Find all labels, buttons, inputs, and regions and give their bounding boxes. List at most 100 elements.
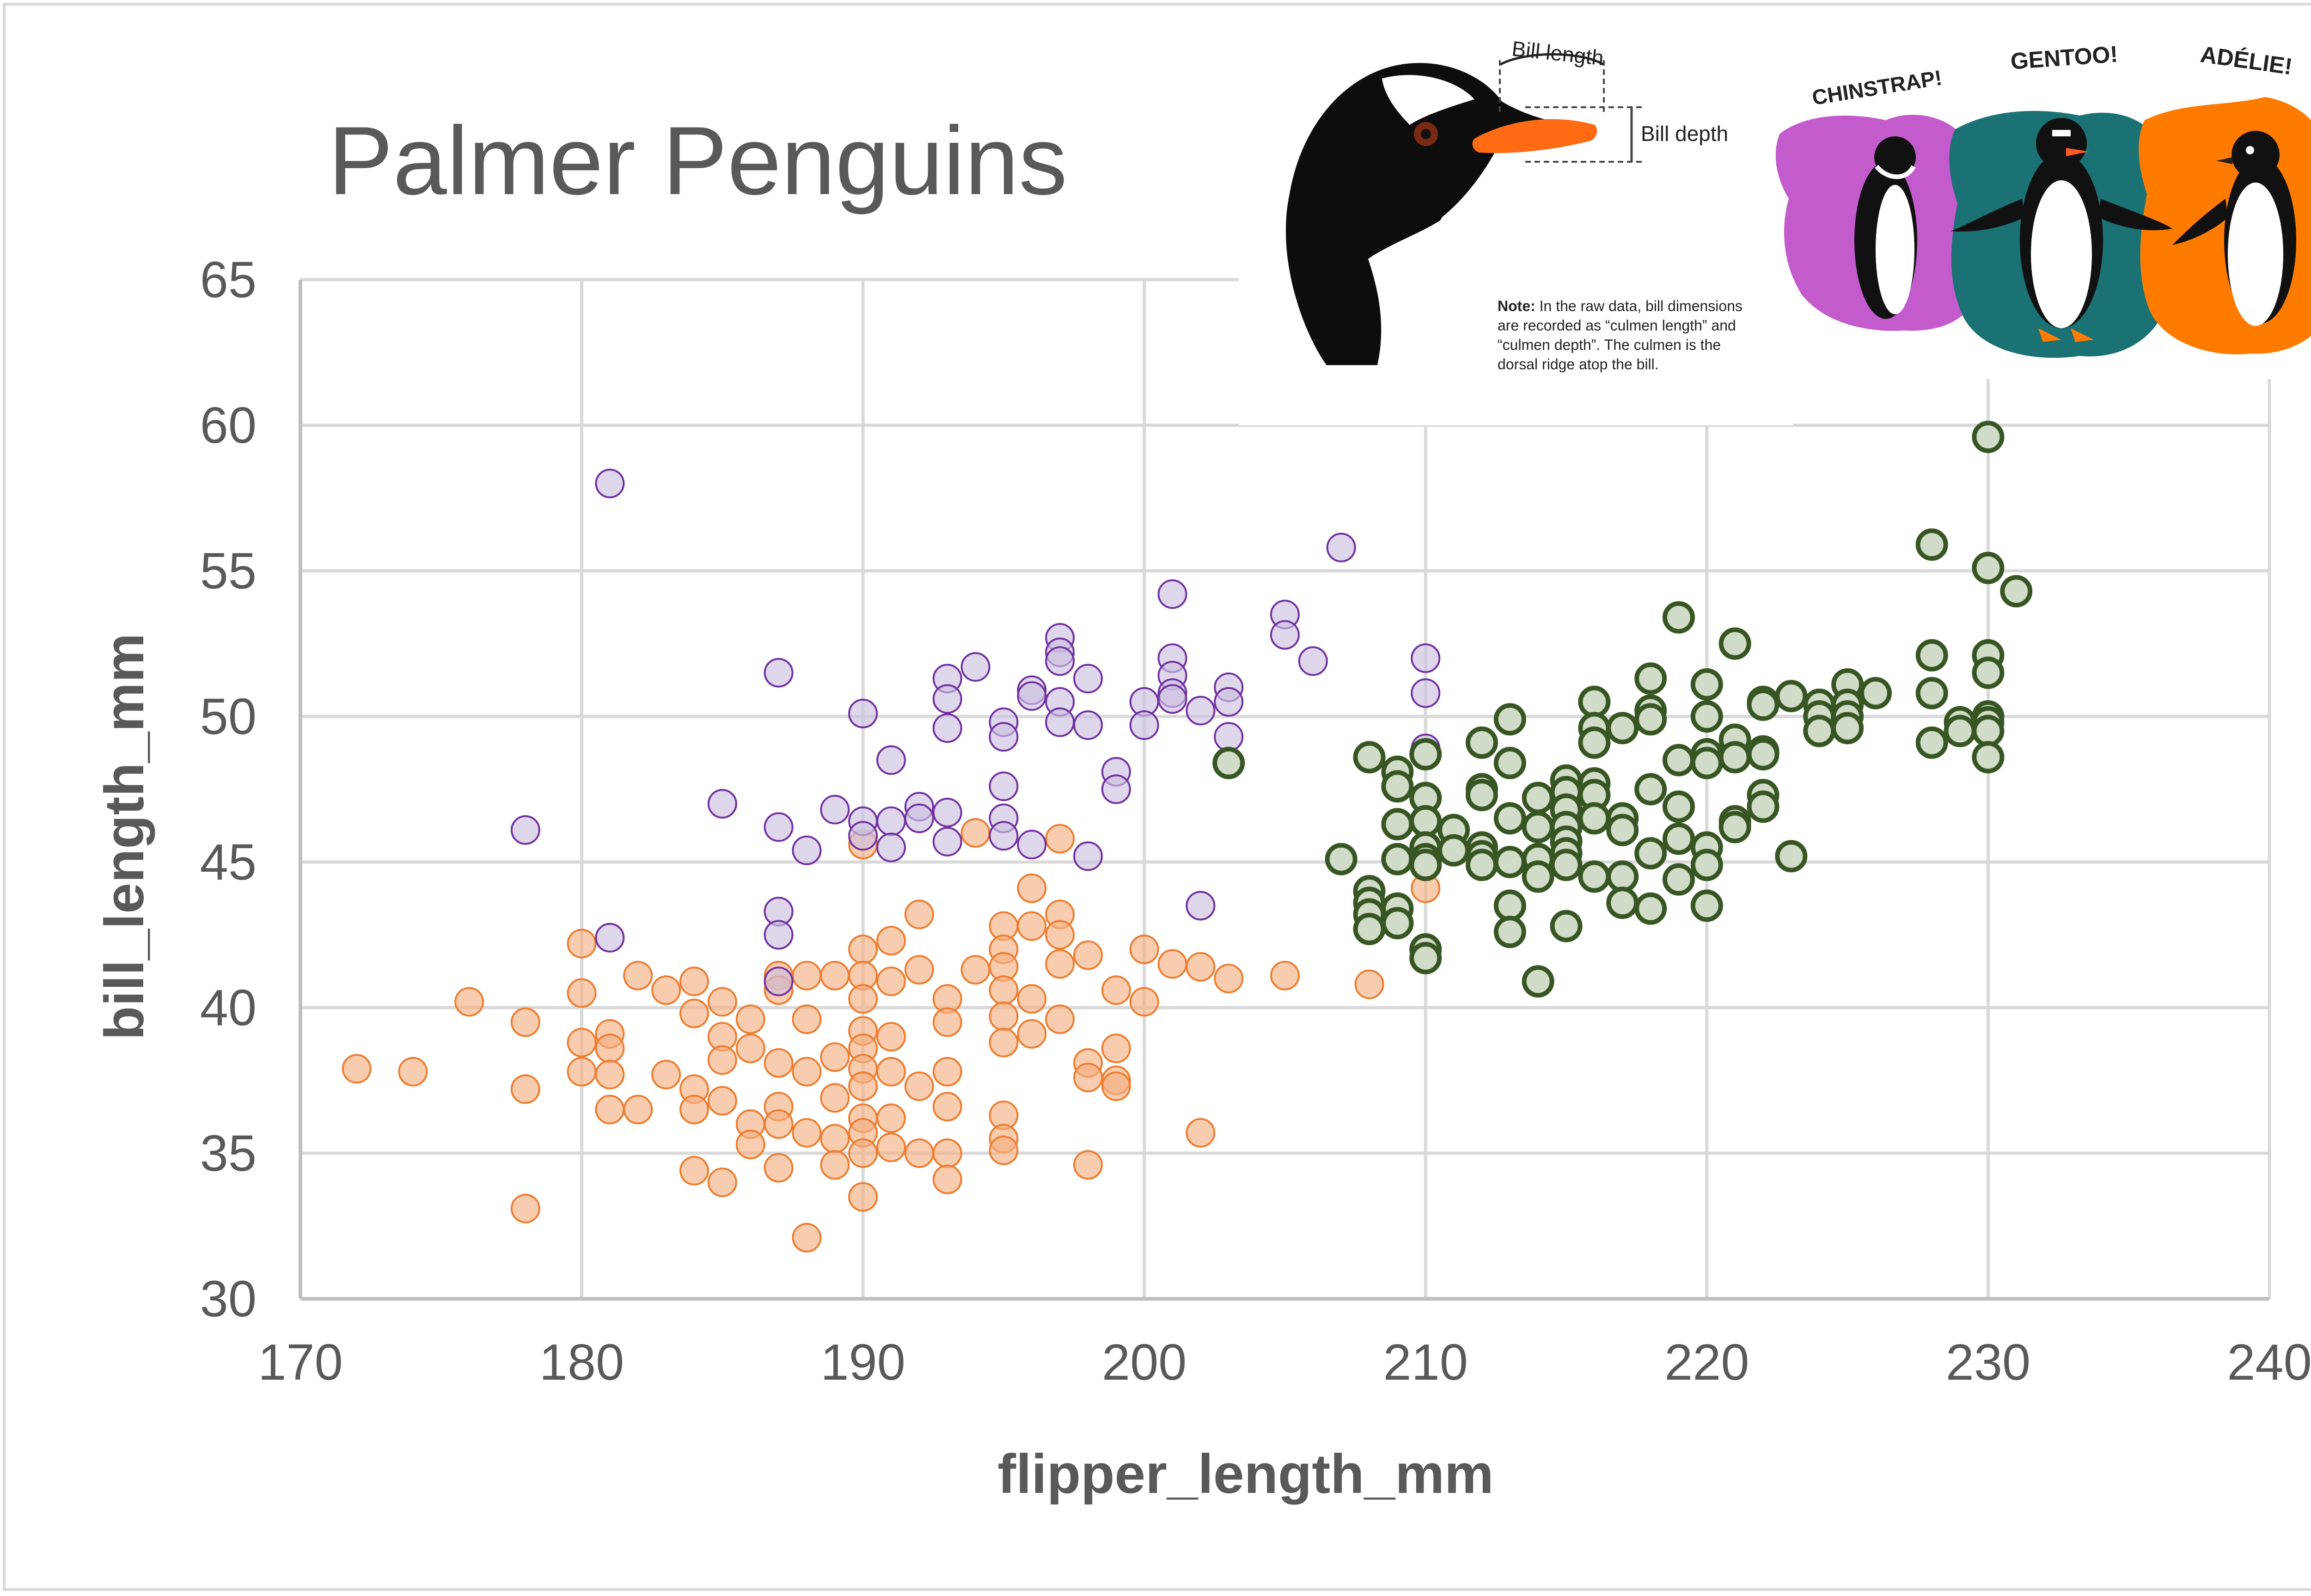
scatter-point bbox=[1214, 722, 1244, 752]
scatter-point bbox=[1017, 873, 1047, 903]
scatter-point bbox=[1214, 687, 1244, 717]
scatter-point bbox=[989, 1135, 1019, 1165]
scatter-point bbox=[1663, 744, 1695, 777]
x-tick-label: 220 bbox=[1664, 1334, 1749, 1391]
scatter-point bbox=[1354, 969, 1384, 999]
scatter-point bbox=[1634, 892, 1667, 925]
y-tick-label: 60 bbox=[200, 397, 257, 454]
scatter-point bbox=[1298, 646, 1328, 676]
adelie-bill bbox=[2216, 157, 2232, 164]
scatter-point bbox=[454, 987, 484, 1017]
chinstrap-belly bbox=[1876, 185, 1914, 314]
scatter-point bbox=[1550, 849, 1583, 881]
scatter-point bbox=[1186, 1118, 1216, 1148]
x-tick-label: 170 bbox=[258, 1334, 343, 1391]
gentoo-feet bbox=[2038, 328, 2094, 342]
scatter-point bbox=[567, 1057, 597, 1087]
scatter-point bbox=[1718, 811, 1751, 844]
scatter-point bbox=[848, 698, 878, 728]
scatter-point bbox=[1353, 741, 1386, 774]
scatter-point bbox=[1270, 620, 1300, 650]
scatter-point bbox=[1915, 528, 1948, 561]
scatter-point bbox=[876, 806, 906, 836]
scatter-point bbox=[904, 1071, 934, 1101]
scatter-point bbox=[932, 1138, 962, 1168]
x-tick-label: 230 bbox=[1946, 1334, 2031, 1391]
scatter-point bbox=[1045, 646, 1075, 676]
scatter-point bbox=[820, 1150, 850, 1180]
scatter-point bbox=[1409, 942, 1442, 974]
x-tick-label: 180 bbox=[539, 1334, 624, 1391]
scatter-point bbox=[820, 795, 850, 825]
scatter-point bbox=[1578, 685, 1611, 718]
scatter-point bbox=[1634, 773, 1667, 806]
gentoo-bill bbox=[2066, 148, 2089, 156]
scatter-point bbox=[1606, 712, 1639, 745]
species-illustration: CHINSTRAP! GENTOO! ADÉLIE! bbox=[1770, 41, 2311, 379]
scatter-point bbox=[1493, 889, 1526, 922]
scatter-point bbox=[1493, 916, 1526, 948]
adelie-eye-ring bbox=[2246, 146, 2254, 154]
scatter-point bbox=[1578, 860, 1611, 893]
scatter-point bbox=[989, 1001, 1019, 1031]
scatter-point bbox=[567, 978, 597, 1008]
scatter-point bbox=[848, 1182, 878, 1212]
adelie-feet bbox=[2237, 326, 2283, 340]
scatter-point bbox=[1017, 911, 1047, 941]
y-tick-label: 55 bbox=[200, 543, 257, 599]
scatter-point bbox=[1690, 700, 1723, 733]
scatter-point bbox=[932, 684, 962, 714]
scatter-point bbox=[989, 821, 1019, 851]
scatter-point bbox=[792, 1004, 822, 1034]
penguin-chest-white bbox=[1368, 213, 1456, 365]
scatter-point bbox=[764, 1048, 794, 1078]
scatter-point bbox=[1129, 987, 1159, 1017]
scatter-point bbox=[876, 745, 906, 775]
scatter-point bbox=[707, 1086, 737, 1116]
scatter-point bbox=[1690, 849, 1723, 881]
scatter-point bbox=[848, 984, 878, 1014]
scatter-point bbox=[1606, 813, 1639, 846]
scatter-point bbox=[679, 966, 709, 997]
scatter-point bbox=[1411, 643, 1441, 673]
scatter-point bbox=[876, 1022, 906, 1052]
scatter-point bbox=[1409, 805, 1442, 838]
scatter-point bbox=[1606, 887, 1639, 919]
scatter-point bbox=[764, 920, 794, 950]
scatter-point bbox=[1186, 696, 1216, 726]
scatter-point bbox=[735, 1033, 765, 1064]
scatter-point bbox=[1466, 779, 1498, 812]
scatter-point bbox=[1073, 940, 1103, 970]
scatter-point bbox=[1017, 830, 1047, 860]
scatter-point bbox=[792, 960, 822, 991]
x-tick-label: 240 bbox=[2227, 1334, 2311, 1391]
scatter-point bbox=[1578, 802, 1611, 835]
scatter-point bbox=[1493, 703, 1526, 736]
scatter-point bbox=[1606, 860, 1639, 893]
adelie-flipper bbox=[2172, 199, 2228, 245]
scatter-point bbox=[1690, 889, 1723, 922]
chinstrap-head bbox=[1874, 136, 1916, 178]
gentoo-belly bbox=[2031, 180, 2092, 328]
scatter-point bbox=[1017, 1019, 1047, 1049]
scatter-point bbox=[1101, 1071, 1131, 1101]
series-0 bbox=[342, 818, 1441, 1253]
scatter-point bbox=[764, 658, 794, 688]
x-axis-label: flipper_length_mm bbox=[997, 1443, 1494, 1505]
data-points bbox=[342, 421, 2033, 1253]
scatter-point bbox=[1634, 703, 1667, 736]
scatter-point bbox=[1466, 849, 1498, 881]
scatter-point bbox=[1972, 715, 2005, 747]
scatter-point bbox=[595, 1033, 625, 1064]
scatter-point bbox=[1972, 421, 2005, 453]
scatter-point bbox=[1409, 849, 1442, 881]
scatter-point bbox=[1045, 1004, 1075, 1034]
scatter-point bbox=[1690, 668, 1723, 701]
scatter-point bbox=[960, 955, 990, 985]
x-tick-label: 190 bbox=[820, 1334, 905, 1391]
scatter-point bbox=[567, 929, 597, 959]
penguin-bill bbox=[1472, 119, 1597, 153]
scatter-point bbox=[1747, 688, 1779, 721]
scatter-point bbox=[876, 832, 906, 862]
